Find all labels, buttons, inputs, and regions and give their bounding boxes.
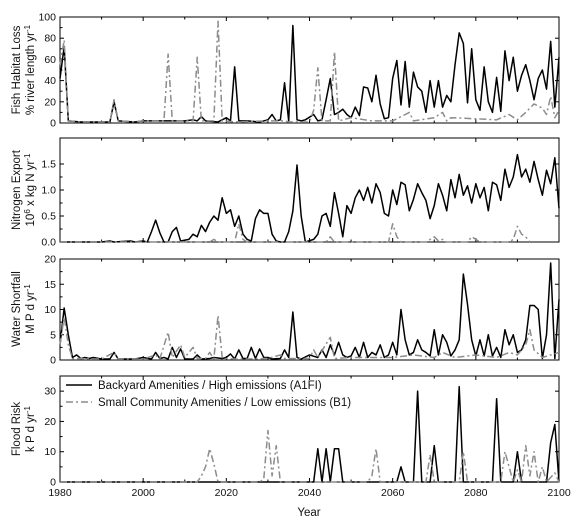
legend: Backyard Amenities / High emissions (A1F… (66, 380, 351, 409)
x-tick-label: 2040 (298, 487, 322, 499)
x-tick-label: 2000 (131, 487, 155, 499)
flood-ylabel-units: k P d yr-1 (23, 406, 37, 452)
x-tick-label: 2060 (381, 487, 405, 499)
nitrogen-series-a1fi (60, 153, 560, 243)
nitrogen-ytick-label: 0.0 (41, 237, 56, 249)
fish-series-a1fi (59, 24, 560, 123)
nitrogen-ylabel-units: 106 x kg N yr-1 (23, 153, 37, 226)
water-ytick-label: 20 (44, 254, 56, 266)
water-ytick-label: 5 (50, 329, 56, 341)
fish-ytick-label: 40 (44, 75, 56, 87)
nitrogen-ytick-label: 1.5 (41, 159, 56, 171)
fish-ylabel: Fish Habitat Loss (11, 25, 23, 114)
water-ytick-label: 15 (44, 279, 56, 291)
flood-ytick-label: 10 (44, 446, 56, 458)
chart-marks: 0204060801000.00.51.01.50510152001020301… (38, 12, 570, 500)
x-tick-label: 2080 (464, 487, 488, 499)
water-series-a1fi (59, 262, 560, 360)
x-tick-label: 2100 (547, 487, 571, 499)
flood-ytick-label: 0 (50, 477, 56, 489)
water-series-b1 (59, 314, 560, 360)
nitrogen-ytick-label: 1.0 (41, 185, 56, 197)
flood-ytick-label: 30 (44, 386, 56, 398)
fish-ytick-label: 80 (44, 33, 56, 45)
water-ylabel: Water Shortfall (11, 271, 23, 347)
x-axis-label: Year (297, 507, 320, 519)
fish-ytick-label: 0 (50, 118, 56, 130)
water-ytick-label: 10 (44, 304, 56, 316)
flood-ylabel: Flood Risk (11, 402, 23, 457)
legend-label-a1fi: Backyard Amenities / High emissions (A1F… (98, 380, 322, 392)
nitrogen-series-b1 (60, 223, 531, 243)
water-ylabel-units: M P d yr-1 (23, 284, 37, 334)
fish-series-b1 (59, 20, 560, 123)
flood-series-b1 (60, 429, 560, 483)
x-tick-label: 2020 (215, 487, 239, 499)
fish-ytick-label: 100 (38, 12, 56, 24)
flood-series-a1fi (60, 385, 560, 483)
nitrogen-ylabel: Nitrogen Export (11, 149, 23, 230)
nitrogen-ytick-label: 0.5 (41, 211, 56, 223)
fish-ytick-label: 20 (44, 96, 56, 108)
fish-ylabel-units: % river length yr-1 (23, 24, 37, 115)
water-ytick-label: 0 (50, 355, 56, 367)
x-tick-label: 1980 (48, 487, 72, 499)
flood-ytick-label: 20 (44, 416, 56, 428)
fish-ytick-label: 60 (44, 54, 56, 66)
legend-label-b1: Small Community Amenities / Low emission… (98, 397, 351, 409)
